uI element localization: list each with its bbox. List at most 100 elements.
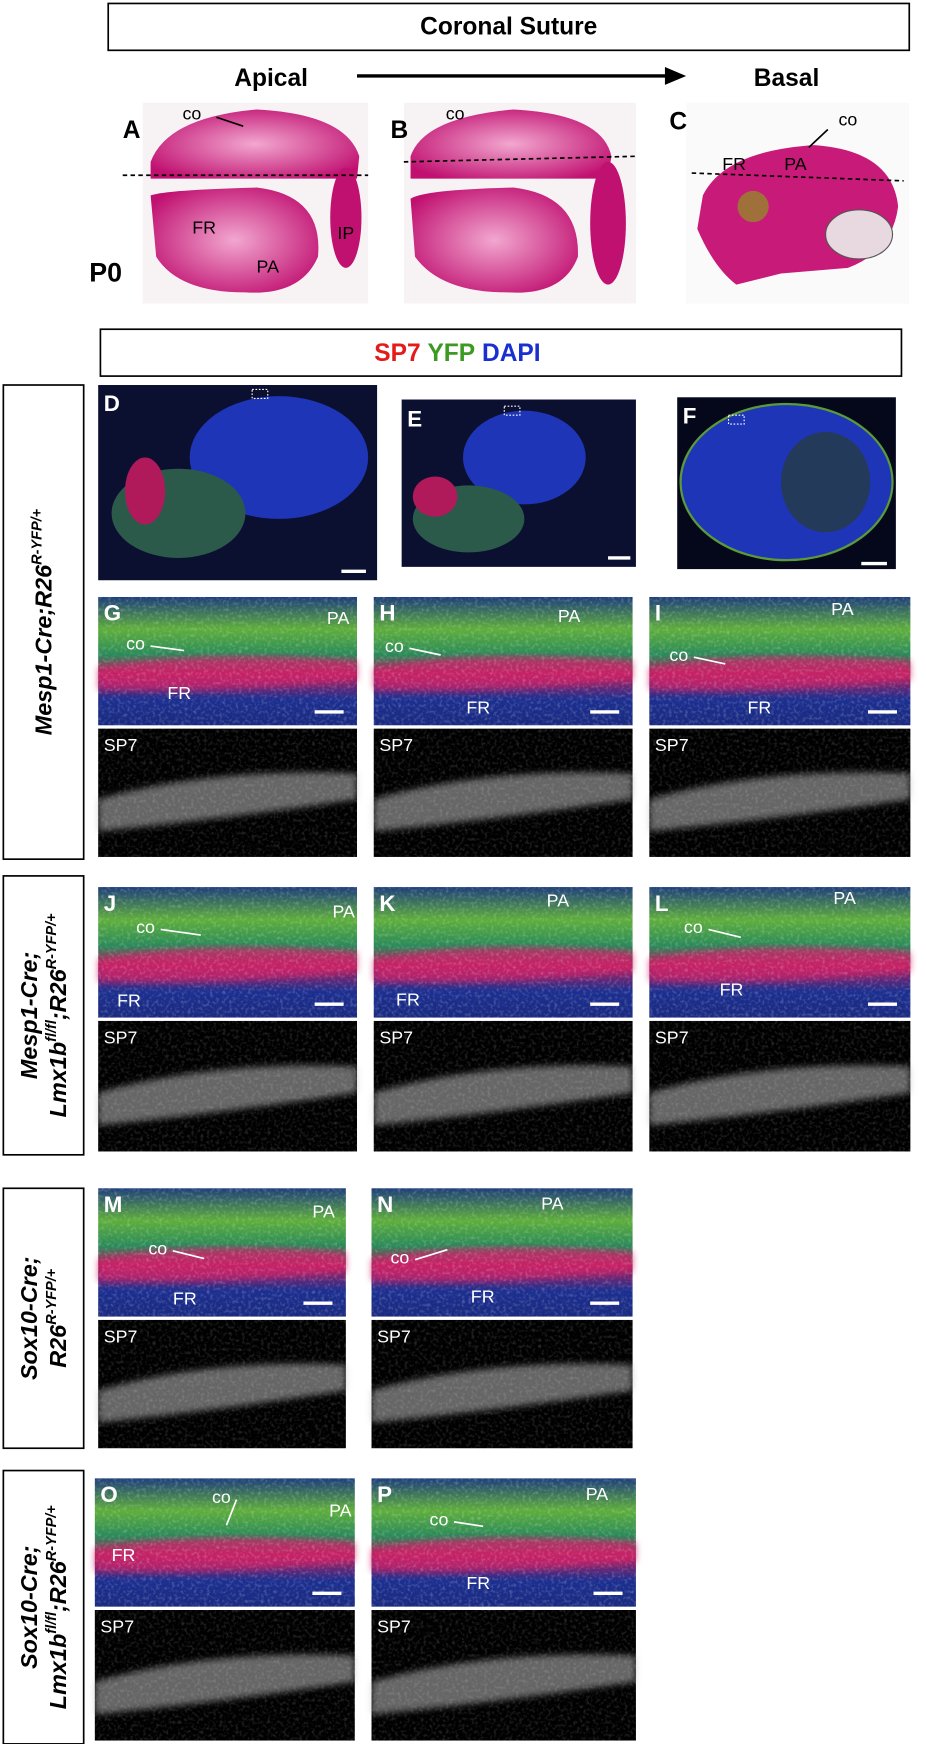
whole-mount-c — [686, 102, 910, 304]
label: PA — [257, 257, 280, 277]
label: co — [136, 917, 155, 937]
gray-label: SP7 — [379, 735, 413, 755]
gray-label: SP7 — [100, 1617, 134, 1637]
label: FR — [466, 697, 490, 717]
genotype-box — [2, 1187, 85, 1450]
micrograph — [98, 596, 358, 857]
grain — [371, 1610, 636, 1741]
panel-letter: L — [655, 891, 669, 916]
co-pointer — [172, 1249, 205, 1260]
genotype-line: R26R-YFP/+ — [44, 1268, 71, 1367]
label: co — [212, 1487, 231, 1507]
genotype-line: Sox10-Cre; — [16, 1545, 42, 1669]
label: FR — [471, 1286, 495, 1306]
label: FR — [112, 1545, 136, 1565]
label: co — [446, 104, 465, 124]
gray-label: SP7 — [104, 1028, 138, 1048]
genotype-line: Mesp1-Cre; — [16, 952, 42, 1079]
panel-letter: B — [390, 117, 408, 144]
genotype-label: Sox10-Cre; R26R-YFP/+ — [16, 1256, 71, 1380]
panel-letter: O — [100, 1482, 117, 1507]
grain — [649, 596, 911, 726]
label: PA — [831, 599, 854, 619]
label: PA — [327, 608, 350, 628]
panel-letter: C — [669, 108, 687, 135]
genotype-line: Lmx1bfl/fl;R26R-YFP/+ — [44, 913, 71, 1117]
grain — [98, 596, 358, 726]
panel-letter: E — [407, 407, 422, 432]
genotype-label: Sox10-Cre;Lmx1bfl/fl;R26R-YFP/+ — [16, 1505, 71, 1709]
panel-letter: F — [683, 403, 697, 428]
label: PA — [586, 1484, 609, 1504]
label: FR — [173, 1289, 197, 1309]
genotype-text: Mesp1-Cre; — [16, 952, 42, 1079]
overview-d — [98, 385, 378, 581]
gray-label: SP7 — [104, 1327, 138, 1347]
grain — [371, 1188, 633, 1317]
title-box — [107, 2, 911, 52]
label: co — [126, 634, 145, 654]
grain — [649, 1020, 911, 1152]
label: PA — [541, 1194, 564, 1214]
label: co — [385, 636, 404, 656]
label: FR — [747, 697, 771, 717]
grain — [94, 1478, 355, 1607]
micrograph — [98, 1188, 346, 1449]
micrograph — [94, 1478, 355, 1741]
genotype-label: Mesp1-Cre;R26R-YFP/+ — [30, 508, 57, 735]
gray-label: SP7 — [377, 1327, 411, 1347]
whole-mount-a — [122, 102, 369, 304]
grain — [373, 887, 633, 1018]
label: co — [182, 104, 201, 124]
panel-letter: H — [379, 601, 395, 626]
panel-letter: G — [104, 601, 121, 626]
grain — [373, 596, 633, 726]
micrograph — [373, 596, 633, 857]
superscript: fl/fl — [44, 1019, 60, 1042]
panel-letter: A — [123, 117, 141, 144]
arrow-head — [664, 67, 687, 85]
label: co — [669, 645, 688, 665]
genotype-text: R26 — [45, 1324, 71, 1368]
genotype-text: ;R26 — [45, 1560, 71, 1612]
grain — [371, 1319, 633, 1449]
grain — [94, 1610, 355, 1741]
label: FR — [117, 991, 141, 1011]
micrograph — [649, 887, 911, 1152]
apical-label: Apical — [234, 65, 308, 92]
superscript: fl/fl — [44, 1611, 60, 1634]
panel-letter: J — [104, 891, 116, 916]
panel-letter: P — [377, 1482, 392, 1507]
genotype-text: Sox10-Cre; — [16, 1545, 42, 1669]
label: PA — [329, 1501, 352, 1521]
micrograph — [98, 887, 358, 1152]
whole-mount-b — [403, 102, 636, 304]
grain — [98, 1020, 358, 1152]
label: co — [430, 1509, 449, 1529]
label: co — [684, 917, 703, 937]
stage-label: P0 — [89, 258, 122, 288]
superscript: R-YFP/+ — [44, 913, 60, 970]
grain — [98, 728, 358, 857]
label: FR — [720, 980, 744, 1000]
grain — [373, 728, 633, 857]
micrograph — [371, 1478, 636, 1741]
gray-label: SP7 — [379, 1028, 413, 1048]
label: FR — [167, 683, 191, 703]
micrograph — [373, 887, 633, 1152]
label: PA — [833, 888, 856, 908]
panel-letter: D — [104, 391, 120, 416]
superscript: R-YFP/+ — [44, 1505, 60, 1562]
label: co — [148, 1238, 167, 1258]
genotype-text: Lmx1b — [45, 1634, 71, 1709]
co-pointer — [453, 1521, 484, 1528]
label: FR — [466, 1573, 490, 1593]
grain — [649, 728, 911, 857]
label: co — [838, 109, 857, 129]
panel-letter: M — [104, 1192, 123, 1217]
overview-e — [401, 399, 636, 567]
label: PA — [312, 1202, 335, 1222]
label: PA — [558, 606, 581, 626]
label: co — [390, 1247, 409, 1267]
